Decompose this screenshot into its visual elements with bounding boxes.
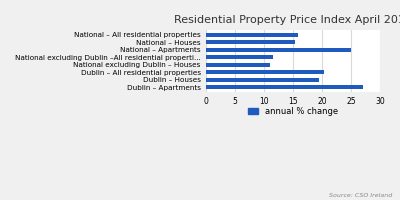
- Bar: [206, 70, 324, 74]
- Legend: annual % change: annual % change: [245, 103, 341, 119]
- Bar: [206, 85, 363, 89]
- Bar: [206, 63, 270, 67]
- Title: Residential Property Price Index April 2015: Residential Property Price Index April 2…: [174, 15, 400, 25]
- Bar: [206, 48, 351, 52]
- Bar: [206, 78, 319, 82]
- Text: Source: CSO Ireland: Source: CSO Ireland: [329, 193, 392, 198]
- Bar: [206, 40, 295, 44]
- Bar: [206, 55, 272, 59]
- Bar: [206, 33, 298, 37]
